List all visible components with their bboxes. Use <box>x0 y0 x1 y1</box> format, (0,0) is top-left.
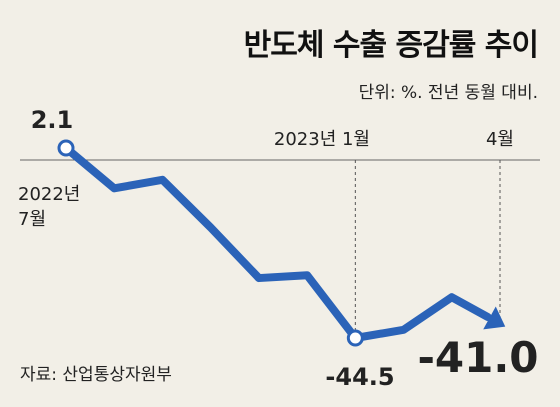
arrowhead-2023-04 <box>483 306 506 330</box>
x-label-2023-04: 4월 <box>486 129 514 150</box>
unit-note: 단위: %. 전년 동월 대비. <box>358 83 538 103</box>
chart-title: 반도체 수출 증감률 추이 <box>243 28 539 63</box>
data-point-2023-01 <box>346 329 364 347</box>
source-note: 자료: 산업통상자원부 <box>20 365 172 385</box>
x-label-2023-01: 2023년 1월 <box>274 129 370 150</box>
x-label-2022-07-month: 7월 <box>18 209 46 230</box>
value-label-2023-04: -41.0 <box>417 333 538 382</box>
value-label-2023-01: -44.5 <box>325 363 394 391</box>
x-label-2022-07-year: 2022년 <box>18 184 80 205</box>
series-line <box>62 144 492 342</box>
value-label-2022-07: 2.1 <box>31 106 74 134</box>
data-point-2022-07 <box>57 139 75 157</box>
